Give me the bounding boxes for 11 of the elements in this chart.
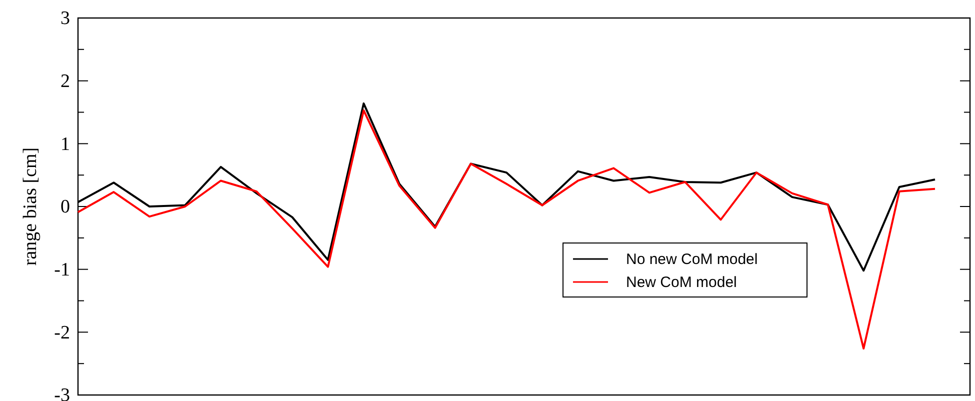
y-tick-label: -1 — [54, 259, 70, 280]
y-tick-label: -2 — [54, 322, 70, 344]
line-series — [77, 109, 936, 350]
y-tick-label: 0 — [60, 196, 70, 218]
y-tick-label: 3 — [60, 8, 70, 30]
legend-label: No new CoM model — [626, 251, 758, 268]
y-tick-label: -3 — [54, 385, 70, 401]
y-tick-label: 2 — [60, 70, 70, 92]
y-axis-title: range bias [cm] — [20, 147, 41, 266]
y-tick-label: 1 — [60, 134, 70, 155]
legend-label: New CoM model — [626, 274, 737, 291]
